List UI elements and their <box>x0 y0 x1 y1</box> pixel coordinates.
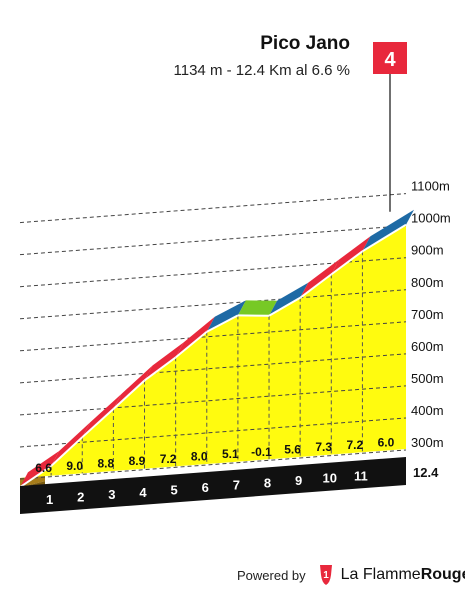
elevation-tick-label: 900m <box>411 243 444 258</box>
gradient-segment <box>82 393 122 438</box>
gradient-label: 7.2 <box>347 438 364 452</box>
km-tick-label: 2 <box>77 489 84 504</box>
profile-edge <box>81 408 115 438</box>
gradient-label: -0.1 <box>251 445 272 459</box>
km-tick-label: 4 <box>139 485 147 500</box>
km-tick-label: 3 <box>108 487 115 502</box>
gradient-segment <box>362 209 414 252</box>
km-tick-label: 6 <box>202 480 209 495</box>
km-tick-label: 9 <box>295 473 302 488</box>
elevation-gridline <box>19 321 407 352</box>
elevation-gridline <box>19 225 407 256</box>
gradient-label: 6.0 <box>378 436 395 450</box>
profile-edge <box>19 465 52 489</box>
km-tick-label: 1 <box>46 492 53 507</box>
brand-name-part2: Rouge <box>420 566 465 583</box>
la-flamme-rouge-logo: 1 <box>319 565 332 585</box>
elevation-tick-label: 1100m <box>411 179 450 194</box>
gradient-label: 8.8 <box>97 457 114 471</box>
gradient-segment <box>300 259 340 298</box>
km-tick-label: 11 <box>354 468 368 483</box>
elevation-gridline <box>19 385 407 416</box>
profile-edge <box>268 296 301 317</box>
gradient-label: 6.6 <box>35 461 52 475</box>
category-badge <box>373 42 407 74</box>
elevation-tick-label: 700m <box>411 307 444 322</box>
gradient-label: 7.3 <box>315 440 332 454</box>
km-tick-label: 7 <box>233 478 240 493</box>
profile-edge <box>299 273 332 299</box>
gradient-segment <box>113 365 153 409</box>
gradient-label: 8.0 <box>191 450 208 464</box>
profile-edge <box>112 379 146 410</box>
gradient-segment <box>237 300 278 316</box>
powered-by-text: Powered by <box>237 567 306 583</box>
elevation-gridline <box>19 289 407 320</box>
chart-subtitle: 1134 m - 12.4 Km al 6.6 % <box>173 62 350 79</box>
elevation-tick-label: 500m <box>411 371 444 386</box>
gradient-segment <box>269 282 309 316</box>
profile-edge <box>206 314 239 333</box>
profile-edge <box>361 223 407 253</box>
gradient-segment <box>144 342 184 381</box>
profile-edge <box>330 250 364 276</box>
elevation-tick-label: 800m <box>411 275 444 290</box>
profile-edge <box>50 436 83 467</box>
brand-name: La FlammeRouge <box>341 566 465 584</box>
profile-area <box>20 224 406 488</box>
elevation-tick-label: 300m <box>411 435 444 450</box>
gradient-segment <box>51 422 91 467</box>
elevation-gridline <box>19 193 407 224</box>
gradient-label: 8.9 <box>129 454 146 468</box>
elevation-tick-label: 400m <box>411 403 444 418</box>
gradient-label: 5.1 <box>222 447 239 461</box>
elevation-tick-label: 1000m <box>411 211 451 226</box>
gradient-segment <box>175 316 215 358</box>
gradient-label: 7.2 <box>160 452 177 466</box>
base-strip <box>20 457 406 514</box>
elevation-gridline <box>19 417 407 448</box>
gradient-label: 9.0 <box>66 459 83 473</box>
base-strip <box>20 457 406 514</box>
gradient-segment <box>331 236 371 275</box>
elevation-gridline <box>19 449 407 480</box>
category-badge-label: 4 <box>384 49 396 71</box>
gradient-segment <box>206 300 246 332</box>
elevation-gridline <box>19 353 407 384</box>
svg-text:1: 1 <box>323 570 329 581</box>
total-distance-label: 12.4 <box>413 465 439 480</box>
gradient-segment <box>20 451 60 488</box>
elevation-tick-label: 600m <box>411 339 444 354</box>
km-tick-label: 10 <box>322 471 336 486</box>
gradient-label: 5.6 <box>284 443 301 457</box>
gradient-strip <box>19 209 414 489</box>
km-tick-label: 5 <box>170 482 177 497</box>
km-tick-label: 8 <box>264 475 271 490</box>
category-badge-group: 4 <box>373 42 407 212</box>
chart-title: Pico Jano <box>260 33 350 54</box>
profile-edge <box>175 330 208 359</box>
profile-edge <box>143 356 177 382</box>
footer: Powered by 1 La FlammeRouge <box>237 564 465 586</box>
brand-name-part1: La Flamme <box>340 566 421 583</box>
